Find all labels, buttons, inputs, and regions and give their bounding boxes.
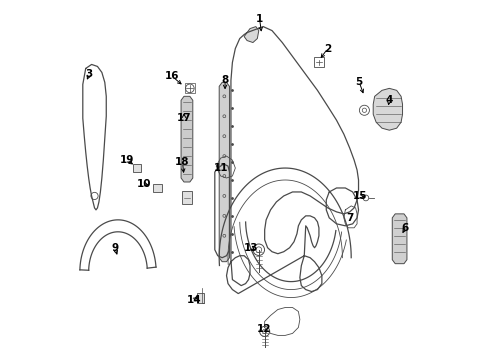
Bar — [313, 58, 323, 67]
Text: 1: 1 — [255, 14, 263, 24]
Polygon shape — [181, 96, 192, 182]
Bar — [133, 164, 141, 172]
Text: 14: 14 — [186, 294, 201, 305]
Polygon shape — [219, 82, 229, 262]
Bar — [184, 83, 195, 93]
Bar — [197, 293, 203, 303]
Text: 9: 9 — [111, 243, 119, 253]
Text: 2: 2 — [324, 44, 331, 54]
Text: 13: 13 — [244, 243, 258, 253]
Text: 7: 7 — [346, 213, 353, 223]
Text: 18: 18 — [175, 157, 189, 167]
Text: 6: 6 — [401, 223, 408, 233]
Text: 15: 15 — [352, 191, 366, 201]
Text: 3: 3 — [85, 69, 93, 80]
Text: 5: 5 — [355, 77, 362, 87]
Text: 19: 19 — [120, 155, 134, 165]
Bar — [181, 192, 192, 204]
Text: 10: 10 — [136, 179, 151, 189]
Polygon shape — [372, 88, 402, 130]
Text: 16: 16 — [164, 71, 179, 81]
Text: 12: 12 — [256, 324, 271, 334]
Bar — [153, 184, 162, 192]
Polygon shape — [391, 214, 406, 264]
Polygon shape — [244, 27, 258, 42]
Text: 17: 17 — [176, 113, 191, 123]
Text: 11: 11 — [213, 163, 227, 173]
Text: 4: 4 — [385, 95, 392, 105]
Text: 8: 8 — [221, 75, 228, 85]
